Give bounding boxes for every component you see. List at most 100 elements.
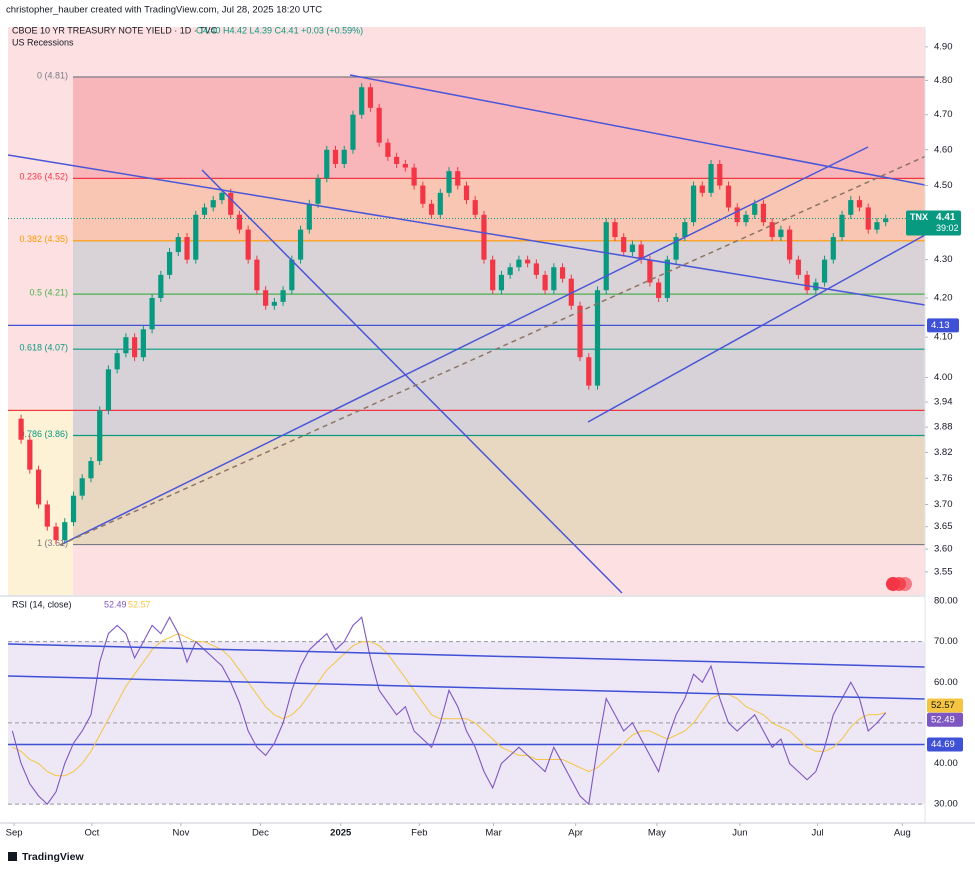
candle-body <box>140 329 146 358</box>
candle-body <box>821 259 828 283</box>
candle-body <box>865 207 871 230</box>
trend-line <box>7 675 926 700</box>
x-tick-label: Aug <box>894 828 911 839</box>
value-box-label: 44.69 <box>931 739 955 750</box>
candle-body <box>533 263 539 275</box>
fib-band <box>73 435 925 545</box>
rsi-trend-lines <box>7 643 926 700</box>
rsi-pane: RSI (14, close) 52.49 52.57 <box>8 599 925 806</box>
fib-label: 0.236 (4.52) <box>19 172 68 182</box>
candle-body <box>629 244 636 253</box>
candle-body <box>568 278 574 306</box>
candle-body <box>245 229 251 260</box>
candle-body <box>62 522 68 541</box>
y-tick-label: 4.20 <box>934 292 953 303</box>
y-tick-label: 40.00 <box>934 758 958 769</box>
value-box-label: 52.57 <box>931 700 955 711</box>
candle-body <box>394 156 400 164</box>
candle-body <box>18 418 24 440</box>
symbol: CBOE 10 YR TREASURY NOTE YIELD · 1D · TV… <box>12 25 218 35</box>
candle-body <box>263 290 269 306</box>
candle-body <box>376 107 382 143</box>
candle-body <box>717 163 723 186</box>
price-box <box>927 318 959 333</box>
candle-body <box>472 200 478 215</box>
candle-body <box>830 237 836 260</box>
trend-line <box>59 146 869 546</box>
trend-line <box>7 154 926 306</box>
y-tick-label: 4.70 <box>934 109 953 120</box>
candle-body <box>743 214 749 223</box>
candle-body <box>201 207 208 215</box>
candle-body <box>411 167 417 186</box>
candle-body <box>839 214 845 238</box>
fib-label: 0.5 (4.21) <box>29 287 68 297</box>
candle-body <box>638 244 644 260</box>
candle-body <box>315 178 321 204</box>
candle-body <box>577 305 583 358</box>
price-label-box <box>906 210 961 236</box>
credit: christopher_hauber created with TradingV… <box>6 5 322 16</box>
candle-body <box>341 149 347 164</box>
fib-band <box>73 77 925 179</box>
candle-body <box>525 259 531 264</box>
x-tick-label: Jun <box>732 828 747 839</box>
candle-body <box>612 222 618 238</box>
x-tick-label: Nov <box>172 828 189 839</box>
candle-body <box>228 192 234 215</box>
candle-body <box>787 229 793 260</box>
x-tick-label: May <box>648 828 666 839</box>
candle-body <box>97 410 103 462</box>
candle-body <box>586 357 592 386</box>
trend-line <box>587 234 926 423</box>
candle-body <box>594 290 601 386</box>
x-tick-label: Oct <box>84 828 99 839</box>
candle-body <box>385 142 391 157</box>
candle-body <box>105 369 112 411</box>
price-label-value: 4.41 <box>936 212 956 223</box>
candle-body <box>193 214 199 260</box>
candle-body <box>175 237 181 253</box>
indicator-name: US Recessions <box>12 37 74 47</box>
candle-body <box>813 282 819 291</box>
candle-body <box>795 259 801 275</box>
candle-body <box>166 252 173 275</box>
candle-body <box>455 171 461 186</box>
x-tick-label: Sep <box>6 828 23 839</box>
trend-line <box>7 643 926 668</box>
y-tick-label: 3.76 <box>934 473 953 484</box>
candle-body <box>848 200 854 215</box>
logo-mark <box>8 852 17 861</box>
candle-body <box>219 192 225 201</box>
candle-body <box>490 259 496 291</box>
y-tick-label: 3.94 <box>934 397 953 408</box>
fib-label: 0.786 (3.86) <box>19 429 68 439</box>
y-tick-label: 70.00 <box>934 636 958 647</box>
candle-body <box>210 200 216 208</box>
candle-body <box>603 222 609 291</box>
candle-body <box>673 237 679 260</box>
candle-body <box>883 218 889 223</box>
y-tick-label: 3.65 <box>934 521 953 532</box>
x-tick-label: Jul <box>812 828 824 839</box>
y-tick-label: 4.30 <box>934 254 953 265</box>
candle-body <box>516 259 522 268</box>
icon <box>898 577 912 591</box>
candle-body <box>778 229 784 238</box>
candle-body <box>367 87 374 108</box>
y-tick-label: 4.60 <box>934 144 953 155</box>
fib-label: 1 (3.61) <box>37 538 68 548</box>
y-tick-label: 30.00 <box>934 799 958 810</box>
price-axis <box>925 0 975 823</box>
candle-body <box>551 267 557 291</box>
price-box-label: 4.13 <box>931 320 950 331</box>
candle-body <box>44 504 50 527</box>
candle-body <box>682 222 688 238</box>
y-tick-label: 3.70 <box>934 499 953 510</box>
candle-body <box>420 185 426 204</box>
candle-body <box>856 200 863 208</box>
y-tick-label: 3.55 <box>934 566 953 577</box>
candle-body <box>79 478 85 496</box>
rsi-legend-value: 52.57 <box>128 599 151 609</box>
